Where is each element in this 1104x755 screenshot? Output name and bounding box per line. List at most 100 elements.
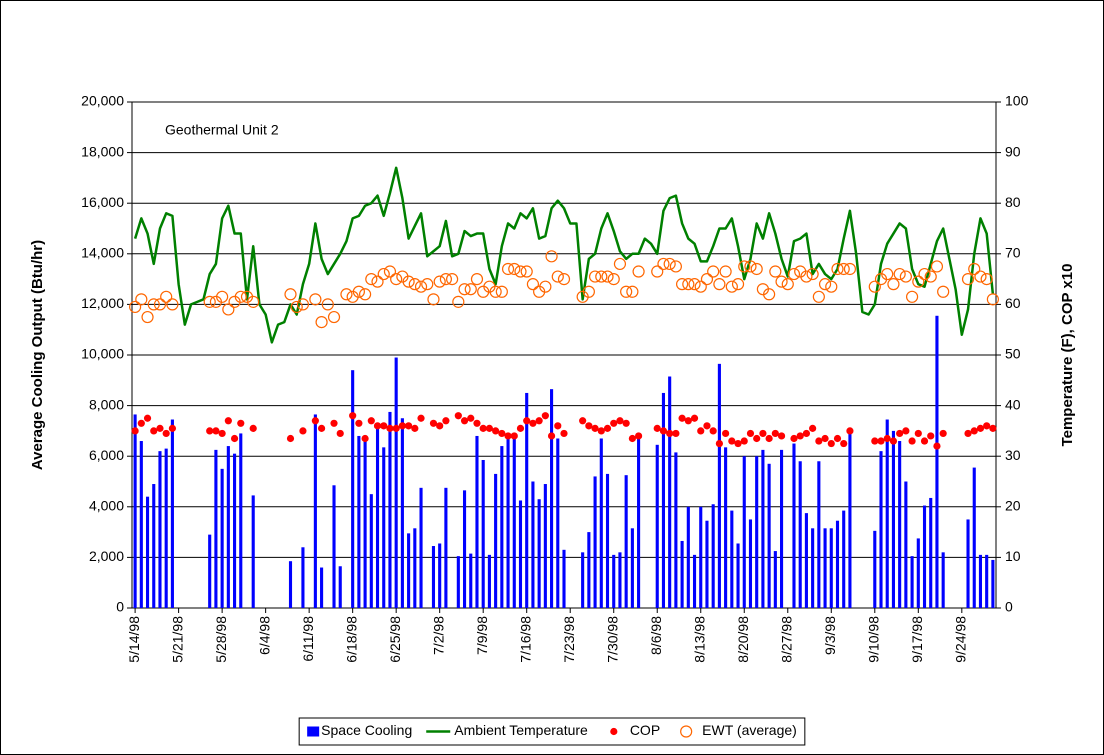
bar [668,376,672,608]
point [446,273,459,286]
bar [550,389,554,608]
bar [233,453,237,608]
point [989,424,997,432]
bar [835,520,840,608]
y-tick-label: 20,000 [81,93,124,109]
point [937,285,950,298]
bar [388,411,392,608]
point [634,432,643,440]
point [620,285,633,298]
point [361,434,369,443]
y2-tick-label: 20 [1005,498,1021,514]
point [129,300,142,314]
bar [562,549,566,608]
point [725,280,738,293]
legend-swatch [680,725,693,738]
point [684,417,692,425]
bar [208,534,212,608]
point [367,417,375,425]
bar [164,448,168,608]
point [626,285,639,298]
legend-item: COP [610,722,660,738]
bar [500,446,504,608]
point [224,417,232,425]
x-tick-label: 7/30/98 [604,616,620,663]
point [336,429,344,438]
bar [518,500,523,608]
point [974,270,987,283]
bar [699,506,703,608]
legend-item: Space Cooling [307,722,412,738]
bar [438,543,442,608]
point [980,273,993,286]
point [206,427,214,435]
point [603,424,612,432]
bar [556,438,560,608]
x-tick-label: 7/2/98 [430,616,446,655]
bar [736,543,740,608]
point [707,265,720,278]
y-tick-label: 0 [116,599,124,615]
point [330,419,338,427]
bar [978,554,983,608]
point [939,429,947,438]
y2-tick-label: 50 [1005,346,1021,362]
point [411,424,419,432]
point [222,303,235,316]
legend-swatch [307,726,320,737]
bar [494,473,498,608]
y-tick-label: 4,000 [89,498,124,514]
point [796,432,804,440]
point [719,265,732,278]
y-tick-label: 8,000 [89,396,124,412]
bar [226,446,230,608]
legend-item: Ambient Temperature [426,722,588,738]
point [595,270,608,283]
point [899,270,912,283]
point [663,257,676,271]
point [365,273,378,286]
bar [338,566,342,608]
point [454,412,462,420]
point [355,419,363,427]
point [746,429,755,438]
bar [910,556,914,608]
bar [618,552,622,608]
bar [251,495,255,608]
bar [630,528,634,608]
point [529,419,537,427]
bar [873,530,877,608]
point [498,429,506,438]
bar [724,447,728,608]
point [539,280,552,293]
x-tick-label: 8/13/98 [691,616,707,663]
point [815,437,823,445]
point [147,298,160,311]
point [290,300,303,314]
point [237,419,245,427]
bar [587,532,591,608]
point [464,283,477,296]
point [414,280,428,293]
y-tick-label: 18,000 [81,143,124,159]
point [868,280,881,293]
x-tick-label: 5/21/98 [169,616,185,663]
point [557,273,571,286]
bar [581,552,585,608]
point [753,434,761,443]
point [551,270,564,283]
point [442,417,450,425]
point [731,278,745,291]
legend-box [298,717,806,746]
point [759,429,767,438]
point [392,424,400,432]
point [659,427,668,435]
y2-axis-title: Temperature (F), COP x10 [1059,264,1076,447]
bar [991,559,995,608]
point [327,310,341,324]
point [554,422,562,430]
y2-tick-label: 0 [1005,599,1013,615]
point [218,429,226,438]
x-tick-label: 9/24/98 [953,616,969,663]
point [408,278,421,291]
